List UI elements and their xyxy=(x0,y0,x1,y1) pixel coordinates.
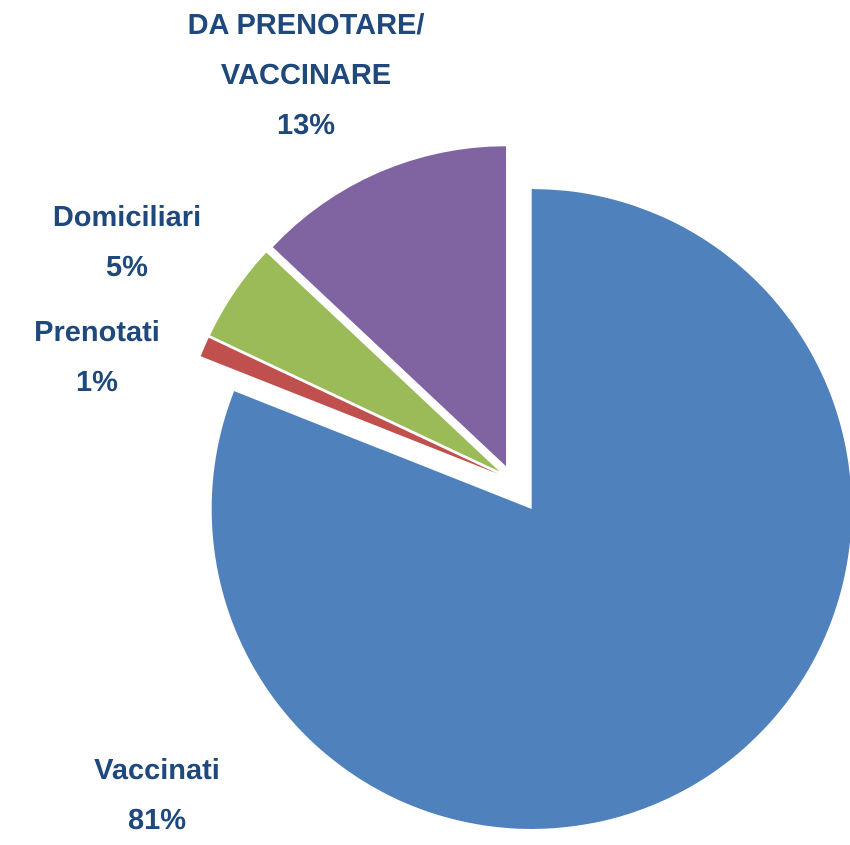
data-label: Vaccinati 81% xyxy=(27,745,287,845)
pie-slice xyxy=(200,337,499,475)
percent-label: 13% xyxy=(276,109,336,141)
pie-slice xyxy=(210,252,500,472)
pie-slice xyxy=(211,188,850,829)
percent-label: 1% xyxy=(76,366,118,398)
pie-slice xyxy=(272,146,507,467)
category-label: Vaccinati xyxy=(94,754,220,786)
percent-label: 81% xyxy=(127,804,187,836)
data-label: DA PRENOTARE/ VACCINARE 13% xyxy=(186,0,426,150)
category-label: Domiciliari xyxy=(52,201,202,233)
data-label: Domiciliari 5% xyxy=(17,192,237,292)
category-label: Prenotati xyxy=(34,316,160,348)
percent-label: 5% xyxy=(106,251,148,283)
category-label: DA PRENOTARE/ VACCINARE xyxy=(187,9,425,91)
data-label: Prenotati 1% xyxy=(0,307,197,407)
